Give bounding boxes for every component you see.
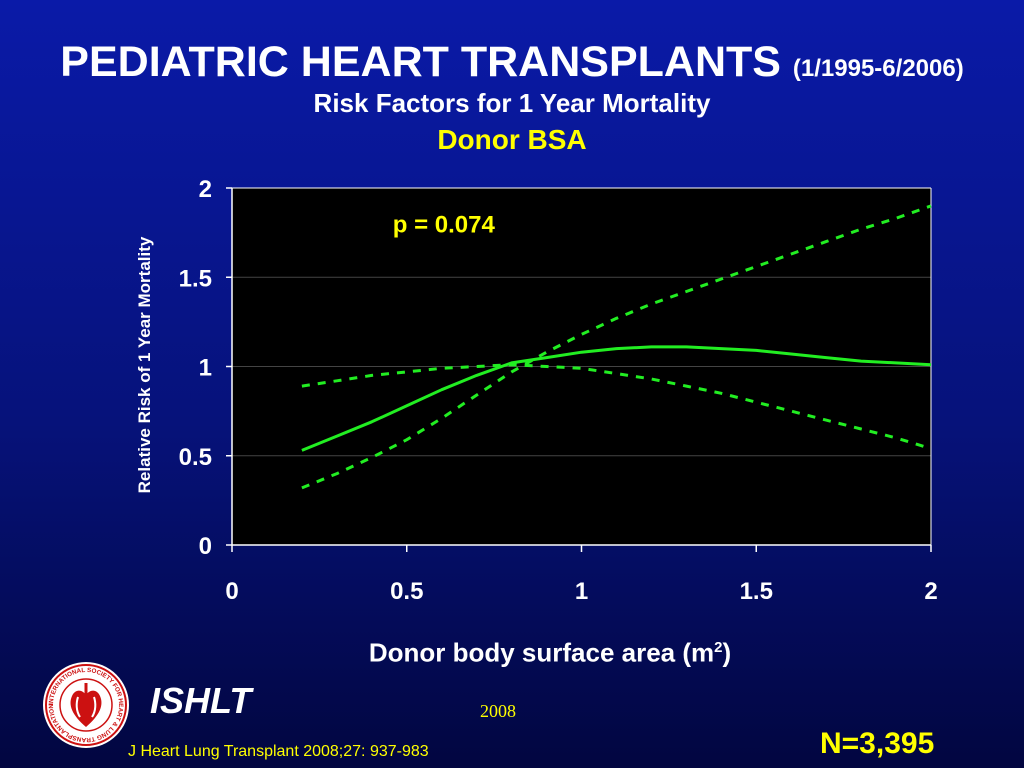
y-tick-label: 0.5 <box>179 444 212 471</box>
y-tick-label: 0 <box>199 533 212 560</box>
sample-size-label: N=3,395 <box>820 727 935 760</box>
title-text: PEDIATRIC HEART TRANSPLANTS <box>60 38 781 86</box>
x-tick-label: 1 <box>575 578 588 605</box>
citation: J Heart Lung Transplant 2008;27: 937-983 <box>128 743 429 760</box>
x-tick-label: 1.5 <box>740 578 773 605</box>
x-axis-label-close: ) <box>722 637 732 668</box>
x-axis-label-text: Donor body surface area (m <box>368 637 715 668</box>
brand-label: ISHLT <box>150 680 252 721</box>
x-axis-label-sup: 2 <box>714 639 723 656</box>
p-value-annotation: p = 0.074 <box>393 212 496 239</box>
x-tick-label: 0.5 <box>390 578 423 605</box>
y-tick-label: 2 <box>199 176 212 203</box>
year-label: 2008 <box>480 701 516 721</box>
y-tick-label: 1.5 <box>179 265 212 292</box>
x-tick-label: 2 <box>924 578 937 605</box>
x-axis-label: Donor body surface area (m2) <box>0 632 1024 669</box>
estimate-line <box>301 345 932 452</box>
ishlt-logo: INTERNATIONAL SOCIETY FOR HEART & LUNG T… <box>43 662 129 748</box>
page-subtitle-factor: Donor BSA <box>437 124 587 155</box>
title-period: (1/1995-6/2006) <box>792 55 964 82</box>
confidence-bound-line-2 <box>301 204 932 490</box>
page-title: PEDIATRIC HEART TRANSPLANTS (1/1995-6/20… <box>0 38 1024 93</box>
confidence-bound-line-1 <box>301 363 932 451</box>
y-tick-label: 1 <box>199 355 212 382</box>
y-axis-label: Relative Risk of 1 Year Mortality <box>135 236 154 494</box>
x-tick-label: 0 <box>225 578 238 605</box>
page-subtitle: Risk Factors for 1 Year Mortality <box>313 88 711 118</box>
